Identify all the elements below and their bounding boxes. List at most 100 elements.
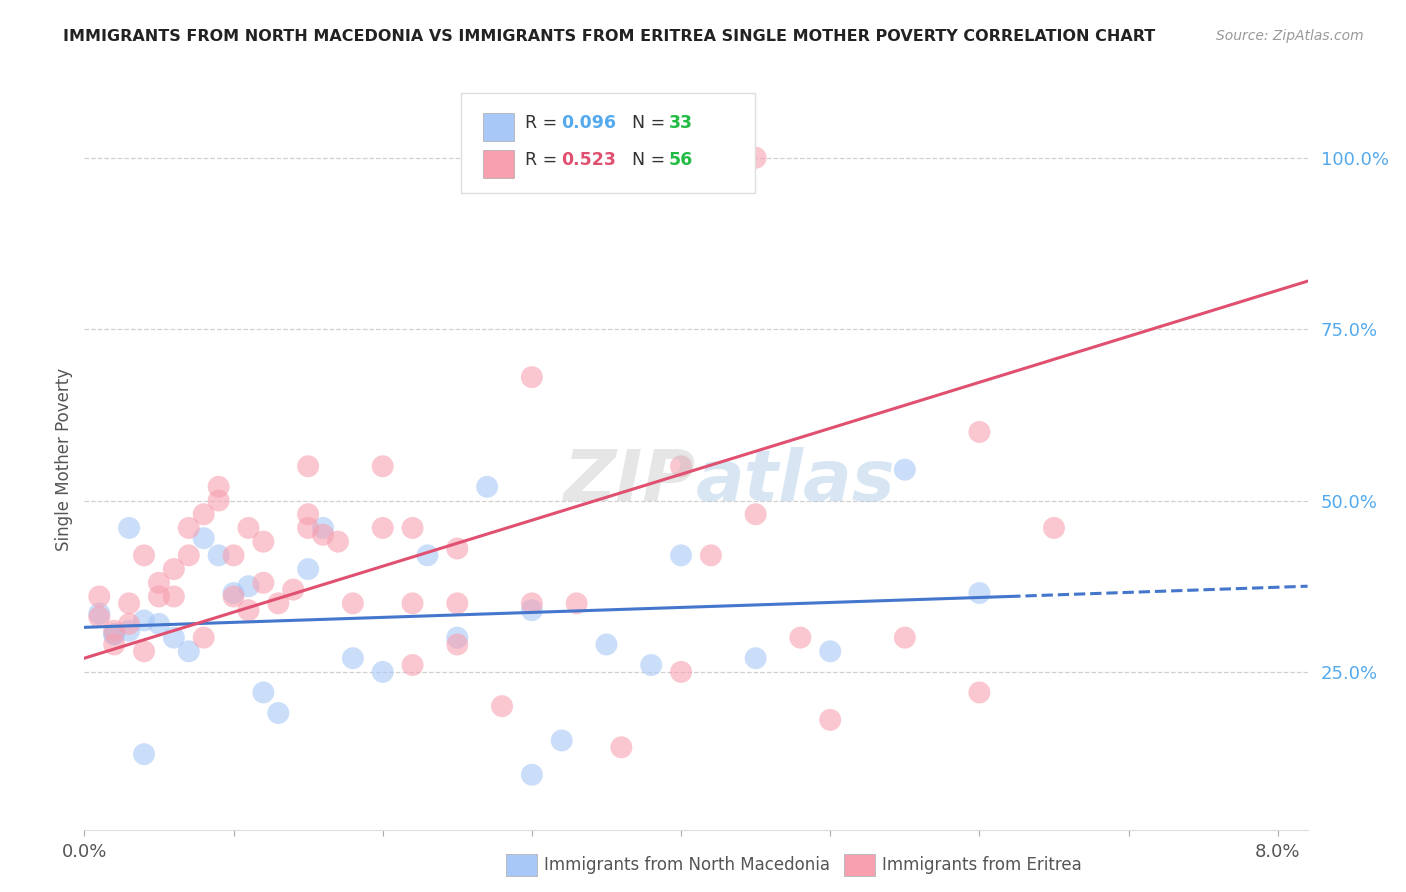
Point bbox=[669, 549, 692, 563]
Text: R =: R = bbox=[524, 151, 562, 169]
Point bbox=[207, 549, 229, 563]
Point bbox=[969, 586, 991, 600]
Point bbox=[401, 521, 423, 535]
Text: 56: 56 bbox=[669, 151, 693, 169]
FancyBboxPatch shape bbox=[484, 113, 513, 141]
Text: 0.523: 0.523 bbox=[561, 151, 616, 169]
FancyBboxPatch shape bbox=[484, 150, 513, 178]
Point bbox=[416, 549, 439, 563]
Point bbox=[744, 507, 766, 521]
Point bbox=[177, 644, 200, 658]
Point bbox=[669, 665, 692, 679]
Point bbox=[551, 733, 574, 747]
Point bbox=[118, 596, 141, 610]
Text: Immigrants from Eritrea: Immigrants from Eritrea bbox=[882, 856, 1081, 874]
Point bbox=[297, 521, 319, 535]
Point bbox=[520, 596, 543, 610]
Point bbox=[565, 596, 588, 610]
Point bbox=[103, 624, 125, 638]
Point bbox=[252, 575, 274, 590]
Point bbox=[118, 521, 141, 535]
Point bbox=[446, 541, 468, 556]
Point bbox=[132, 747, 155, 761]
Text: ZIP: ZIP bbox=[564, 447, 696, 516]
Point bbox=[222, 586, 245, 600]
Point bbox=[520, 768, 543, 782]
Point bbox=[132, 644, 155, 658]
Point bbox=[177, 549, 200, 563]
Text: IMMIGRANTS FROM NORTH MACEDONIA VS IMMIGRANTS FROM ERITREA SINGLE MOTHER POVERTY: IMMIGRANTS FROM NORTH MACEDONIA VS IMMIG… bbox=[63, 29, 1156, 44]
Point bbox=[163, 562, 186, 576]
Point bbox=[894, 463, 917, 477]
Point bbox=[818, 644, 841, 658]
Point bbox=[103, 627, 125, 641]
Point bbox=[238, 579, 260, 593]
Point bbox=[222, 549, 245, 563]
Point bbox=[238, 521, 260, 535]
Point bbox=[446, 596, 468, 610]
Point bbox=[177, 521, 200, 535]
Point bbox=[207, 493, 229, 508]
Point bbox=[132, 614, 155, 628]
Point bbox=[222, 590, 245, 604]
Point bbox=[818, 713, 841, 727]
Point bbox=[89, 590, 111, 604]
Point bbox=[148, 590, 170, 604]
Point bbox=[520, 603, 543, 617]
Point bbox=[297, 507, 319, 521]
Text: 0.096: 0.096 bbox=[561, 113, 616, 131]
Point bbox=[312, 528, 335, 542]
Point bbox=[894, 631, 917, 645]
Point bbox=[744, 151, 766, 165]
Point bbox=[595, 637, 617, 651]
Point bbox=[969, 425, 991, 439]
Point bbox=[163, 590, 186, 604]
Point bbox=[744, 651, 766, 665]
Point bbox=[342, 651, 364, 665]
Point bbox=[371, 459, 394, 474]
Point bbox=[312, 521, 335, 535]
Text: N =: N = bbox=[633, 113, 671, 131]
Point bbox=[267, 596, 290, 610]
Point bbox=[103, 637, 125, 651]
Point bbox=[475, 480, 498, 494]
Point bbox=[446, 637, 468, 651]
Point bbox=[342, 596, 364, 610]
Point bbox=[118, 624, 141, 638]
Point bbox=[1043, 521, 1066, 535]
Point bbox=[103, 627, 125, 641]
Point bbox=[640, 658, 662, 673]
Text: Immigrants from North Macedonia: Immigrants from North Macedonia bbox=[544, 856, 830, 874]
Text: R =: R = bbox=[524, 113, 562, 131]
Point bbox=[252, 534, 274, 549]
Point bbox=[700, 549, 723, 563]
Point bbox=[610, 740, 633, 755]
Y-axis label: Single Mother Poverty: Single Mother Poverty bbox=[55, 368, 73, 551]
Point bbox=[491, 699, 513, 714]
Point bbox=[118, 616, 141, 631]
Point bbox=[193, 531, 215, 545]
Point bbox=[267, 706, 290, 720]
Point bbox=[371, 665, 394, 679]
Point bbox=[132, 549, 155, 563]
Point bbox=[238, 603, 260, 617]
Point bbox=[371, 521, 394, 535]
Point bbox=[520, 370, 543, 384]
Point bbox=[297, 459, 319, 474]
Point bbox=[89, 607, 111, 621]
FancyBboxPatch shape bbox=[461, 93, 755, 193]
Point bbox=[252, 685, 274, 699]
Text: Source: ZipAtlas.com: Source: ZipAtlas.com bbox=[1216, 29, 1364, 43]
Point bbox=[669, 459, 692, 474]
Point bbox=[193, 631, 215, 645]
Point bbox=[446, 631, 468, 645]
Point bbox=[401, 658, 423, 673]
Text: atlas: atlas bbox=[696, 447, 896, 516]
Point bbox=[297, 562, 319, 576]
Point bbox=[89, 610, 111, 624]
Point bbox=[148, 616, 170, 631]
Point bbox=[401, 596, 423, 610]
Point bbox=[283, 582, 305, 597]
Point bbox=[969, 685, 991, 699]
Point bbox=[163, 631, 186, 645]
